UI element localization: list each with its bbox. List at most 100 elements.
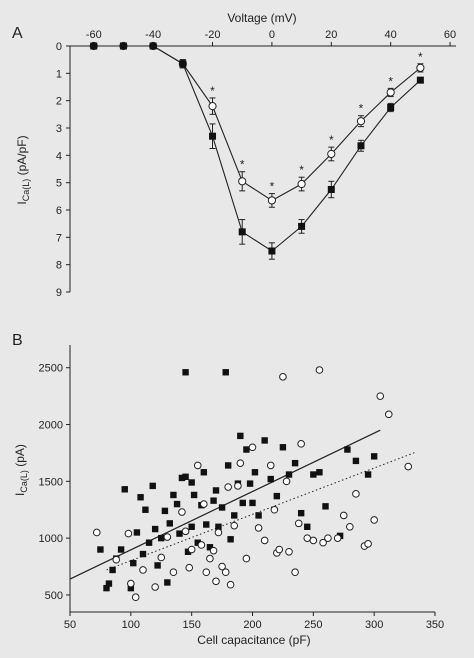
x-tick-label: 300	[365, 619, 383, 631]
series-line	[93, 45, 421, 202]
panel-a-y-title-sub: Ca(L)	[21, 179, 31, 202]
significance-marker: *	[210, 84, 215, 98]
data-point-circle	[151, 583, 159, 591]
panel-a-label: A	[12, 25, 23, 42]
data-point-square	[268, 247, 276, 255]
series-line	[93, 45, 421, 252]
data-point-square	[117, 546, 125, 553]
data-point-square	[304, 523, 311, 530]
x-tick-label: 250	[304, 619, 322, 631]
regression-line-dotted	[106, 451, 417, 571]
panel-a-y-axis-title: ICa(L) (pA/pF)	[15, 135, 31, 204]
data-point-square	[210, 497, 217, 504]
data-point-circle	[319, 538, 327, 547]
data-point-circle	[226, 580, 235, 589]
data-point-circle	[185, 563, 194, 572]
data-point-square	[239, 499, 246, 507]
data-point-square	[203, 521, 210, 528]
data-point-square	[109, 566, 116, 574]
y-tick-label: 8	[56, 260, 62, 272]
data-point-circle	[218, 562, 226, 571]
significance-marker: *	[299, 163, 304, 177]
data-point-square	[322, 503, 329, 510]
data-point-square	[327, 186, 335, 193]
x-tick-label: 0	[269, 29, 275, 41]
data-point-circle	[212, 577, 220, 586]
data-point-square	[194, 539, 201, 546]
data-point-circle	[376, 392, 385, 400]
data-point-square	[215, 523, 222, 530]
data-point-square	[209, 132, 217, 140]
panel-b-marks	[92, 366, 413, 602]
data-point-circle	[234, 482, 242, 490]
data-point-circle	[181, 527, 190, 536]
data-point-circle	[178, 508, 186, 516]
data-point-square	[387, 104, 395, 111]
y-tick-label: 2500	[39, 363, 63, 375]
data-point-square	[243, 446, 250, 453]
data-point-square	[255, 512, 262, 519]
data-point-square	[310, 471, 317, 478]
data-point-square	[164, 579, 171, 586]
data-point-square	[161, 507, 169, 515]
data-point-square	[249, 499, 256, 507]
y-tick-label: 0	[56, 41, 62, 53]
data-point-square	[178, 474, 186, 482]
panel-b-ticks: 50 100 150 200 250 300 350 500 1000 1500 2000 2500	[39, 363, 445, 631]
data-point-square	[416, 76, 424, 84]
significance-marker: *	[418, 50, 423, 64]
data-point-square	[224, 462, 232, 469]
y-tick-label: 1	[56, 68, 62, 80]
y-tick-label: 6	[56, 205, 62, 217]
panel-a-y-title-main: I	[15, 201, 29, 204]
data-point-square	[127, 584, 135, 592]
data-point-square	[222, 369, 229, 376]
y-tick-label: 5	[56, 178, 62, 190]
data-point-square	[297, 509, 305, 517]
data-point-circle	[352, 490, 360, 498]
data-point-circle	[254, 524, 263, 532]
data-point-circle	[236, 459, 245, 467]
significance-marker: *	[270, 180, 275, 194]
data-point-square	[90, 42, 98, 50]
data-point-circle	[139, 566, 147, 574]
data-point-circle	[291, 568, 299, 577]
data-point-square	[105, 580, 113, 587]
data-point-circle	[221, 568, 230, 577]
data-point-circle	[416, 63, 425, 72]
data-point-circle	[266, 461, 275, 470]
data-point-square	[119, 42, 127, 50]
data-point-square	[261, 437, 268, 444]
data-point-circle	[279, 373, 287, 381]
panel-a-x-axis-title: Voltage (mV)	[227, 11, 296, 25]
data-point-circle	[193, 461, 202, 470]
data-point-circle	[364, 540, 372, 548]
data-point-circle	[242, 554, 251, 563]
x-tick-label: -60	[86, 29, 102, 41]
panel-b-y-title-sub: Ca(L)	[19, 470, 29, 493]
data-point-circle	[157, 553, 166, 562]
data-point-circle	[346, 522, 354, 531]
data-point-circle	[248, 443, 257, 452]
panel-a-ticks: -60 -40 -20 0 20 40 60 0 1 2 3 4 5 6 7 8 9	[56, 29, 456, 299]
data-point-square	[188, 479, 195, 486]
data-point-circle	[285, 547, 293, 556]
data-point-circle	[127, 579, 135, 588]
x-tick-label: 350	[426, 619, 444, 631]
y-tick-label: 7	[56, 232, 62, 244]
data-point-square	[121, 486, 128, 493]
data-point-square	[364, 471, 372, 478]
data-point-circle	[202, 568, 211, 577]
data-point-square	[251, 469, 259, 476]
data-point-square	[237, 432, 244, 440]
data-point-circle	[124, 529, 133, 538]
panel-b-y-title-unit: (pA)	[13, 444, 27, 470]
data-point-circle	[230, 521, 239, 530]
significance-marker: *	[240, 158, 245, 172]
y-tick-label: 1500	[39, 476, 63, 488]
data-point-circle	[209, 546, 218, 555]
data-point-circle	[315, 366, 324, 374]
data-point-square	[227, 536, 234, 543]
data-point-circle	[131, 593, 140, 602]
data-point-square	[188, 523, 195, 530]
